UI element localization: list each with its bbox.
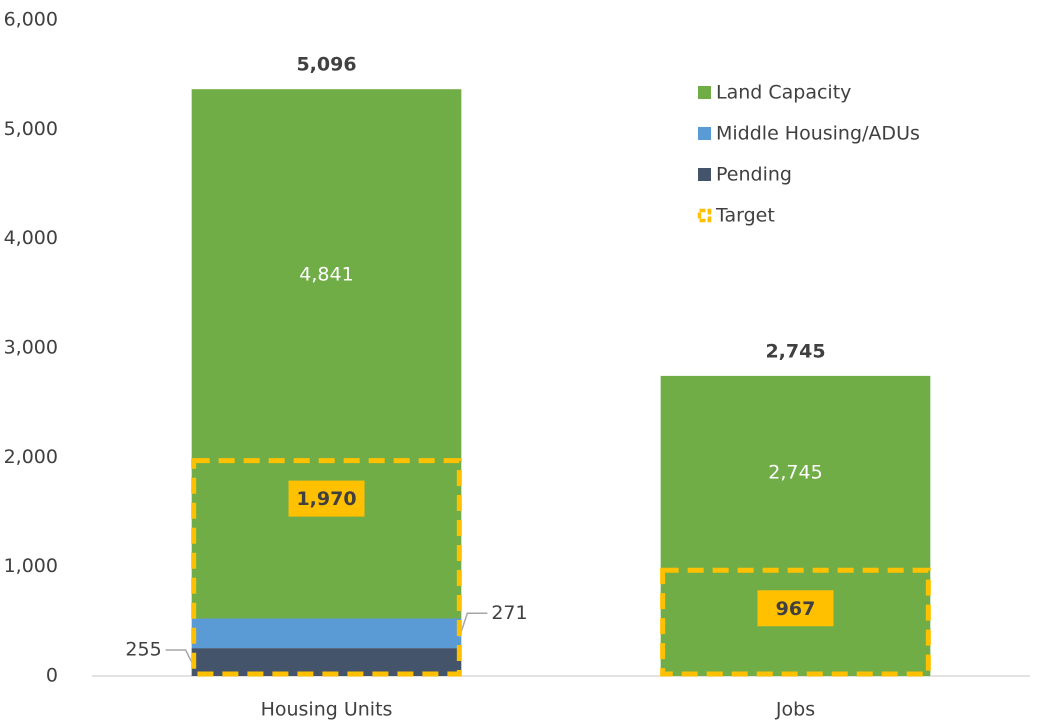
data-label: 2,745 [768, 462, 822, 484]
legend-swatch [698, 86, 711, 99]
y-tick-label: 4,000 [4, 227, 58, 249]
leader-line [458, 612, 488, 638]
x-tick-label: Jobs [775, 699, 815, 721]
y-tick-label: 5,000 [4, 118, 58, 140]
leader-line [165, 649, 195, 667]
bar-segment [191, 618, 462, 649]
legend-label: Target [715, 205, 775, 227]
data-label: 255 [125, 639, 161, 661]
y-tick-label: 3,000 [4, 337, 58, 359]
legend-label: Middle Housing/ADUs [716, 123, 920, 145]
legend-swatch [698, 168, 711, 181]
target-label: 1,970 [296, 488, 356, 510]
bar-segment [660, 375, 931, 676]
y-tick-label: 2,000 [4, 446, 58, 468]
legend-swatch [698, 127, 711, 140]
bar-segment [191, 648, 462, 676]
total-label: 2,745 [765, 340, 825, 362]
target-label-bg [757, 590, 834, 627]
target-label-bg [288, 480, 365, 517]
legend-label: Land Capacity [716, 82, 851, 104]
legend-swatch [697, 208, 712, 223]
bar-segment [191, 89, 462, 619]
target-label: 967 [776, 598, 816, 620]
y-tick-label: 1,000 [4, 555, 58, 577]
target-box [191, 458, 462, 677]
data-label: 4,841 [299, 263, 353, 285]
y-tick-label: 6,000 [4, 9, 58, 31]
legend-label: Pending [716, 164, 792, 186]
target-box [660, 567, 931, 677]
y-tick-label: 0 [46, 665, 58, 687]
total-label: 5,096 [296, 54, 356, 76]
x-tick-label: Housing Units [261, 699, 393, 721]
data-label: 271 [491, 602, 527, 624]
